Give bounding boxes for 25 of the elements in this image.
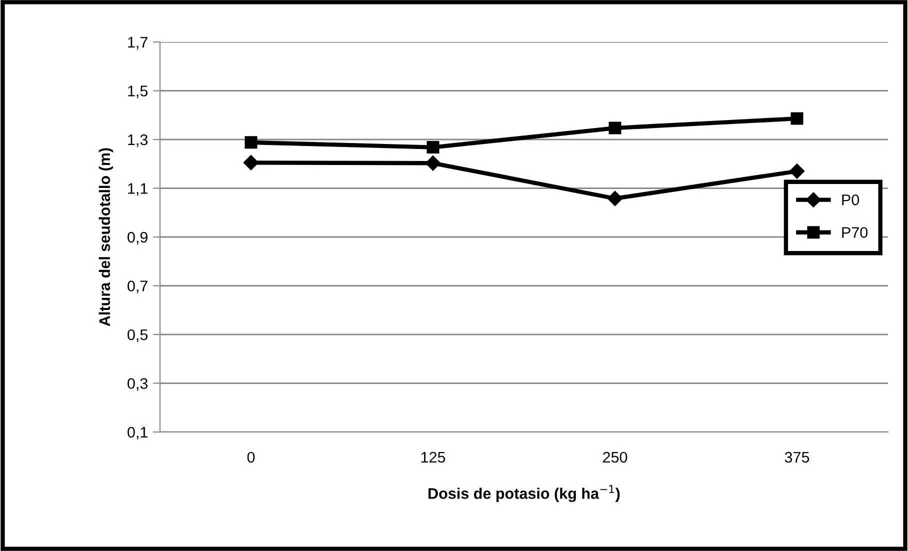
y-tick-label: 0,3	[128, 378, 148, 391]
point	[607, 190, 623, 206]
y-tick-label: 0,5	[128, 329, 148, 342]
x-tick-label: 375	[784, 452, 810, 463]
y-axis-title: Altura del seudotallo (m)	[98, 148, 114, 326]
y-tick-label: 0,1	[128, 426, 148, 440]
point	[426, 141, 440, 154]
point	[425, 156, 441, 171]
x-tick-label: 250	[603, 452, 628, 463]
y-tick-label: 1,7	[128, 37, 148, 50]
point	[790, 112, 804, 125]
y-tick-label: 1,1	[128, 183, 148, 196]
y-tick-label: 0,7	[128, 280, 148, 294]
point	[789, 164, 805, 179]
y-tick-label: 1,5	[128, 86, 148, 98]
x-tick-label: 125	[421, 452, 446, 463]
x-tick-label: 0	[247, 452, 255, 463]
point	[243, 155, 259, 170]
legend-label: P0	[842, 194, 860, 206]
point	[608, 122, 622, 134]
y-tick-label: 1,3	[128, 134, 148, 147]
legend-label: P70	[842, 227, 868, 238]
y-tick-label: 0,9	[128, 232, 148, 244]
x-axis-title: Dosis de potasio (kg ha$^{−1}$)	[428, 485, 620, 502]
point	[244, 136, 258, 149]
